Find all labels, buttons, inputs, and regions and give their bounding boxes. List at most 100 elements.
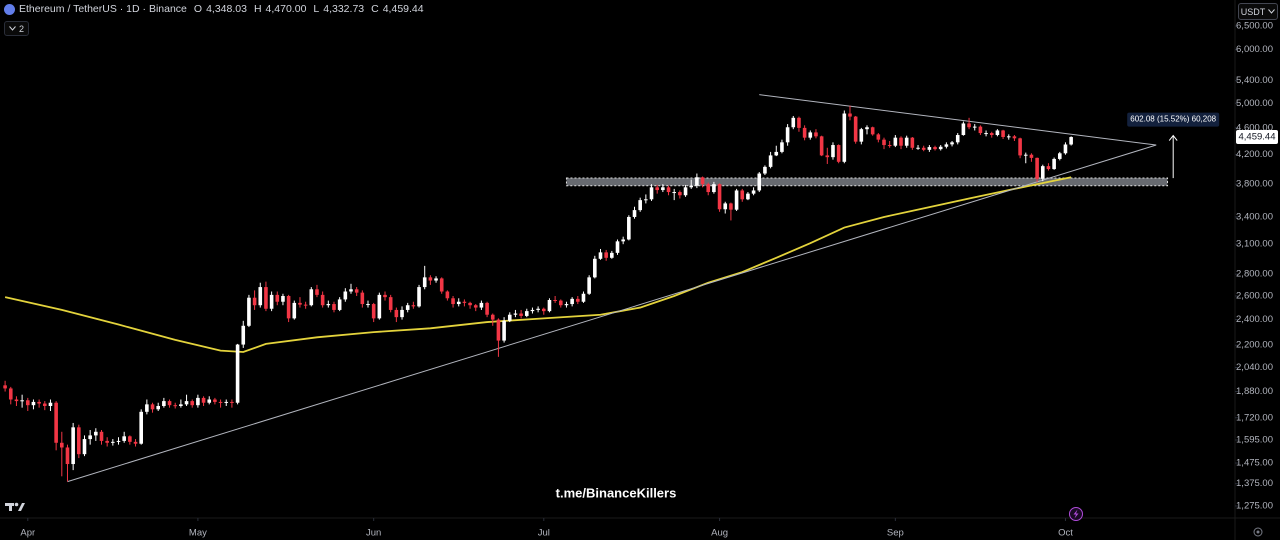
candle-body — [309, 289, 314, 306]
symbol-icon — [4, 3, 15, 15]
candle-body — [128, 436, 132, 442]
x-tick-label: Aug — [711, 528, 728, 539]
candle-body — [853, 116, 858, 142]
candle-body — [343, 291, 348, 300]
candle-body — [77, 427, 81, 455]
y-tick-label: 2,400.00 — [1236, 314, 1273, 325]
candle-body — [190, 401, 195, 406]
candle-body — [445, 291, 450, 299]
candle-body — [978, 126, 983, 134]
candle-body — [536, 308, 540, 310]
candle-body — [955, 135, 960, 143]
ohlc-value: 4,470.00 — [265, 3, 307, 15]
candle-body — [462, 301, 467, 303]
candle-body — [768, 155, 773, 167]
candle-body — [910, 137, 915, 148]
candle-body — [808, 132, 813, 138]
x-tick-label: Oct — [1058, 528, 1073, 539]
candle-body — [88, 435, 92, 440]
candle-body — [938, 146, 943, 150]
indicators-toggle[interactable]: 2 — [4, 21, 30, 36]
candle-body — [621, 239, 625, 242]
measure-label: 602.08 (15.52%) 60,208 — [1130, 115, 1216, 124]
candle-body — [1023, 154, 1028, 156]
candle-body — [791, 117, 796, 128]
candle-body — [479, 302, 484, 308]
candle-body — [921, 147, 926, 150]
candle-body — [377, 294, 382, 319]
last-price-label: 4,459.44 — [1239, 132, 1276, 143]
candle-body — [916, 147, 920, 149]
y-tick-label: 1,595.00 — [1236, 435, 1273, 446]
ohlc-key: H — [253, 3, 262, 15]
trendline — [67, 144, 1157, 483]
currency-button[interactable]: USDT — [1238, 3, 1278, 20]
settings-icon[interactable] — [1253, 527, 1263, 537]
candle-body — [530, 309, 535, 312]
symbol-name: Ethereum / TetherUS · 1D · Binance — [19, 3, 187, 15]
y-tick-label: 1,475.00 — [1236, 458, 1273, 469]
candle-body — [354, 289, 359, 293]
candle-body — [1069, 137, 1073, 145]
candle-body — [581, 293, 586, 302]
candle-body — [184, 401, 189, 405]
candle-body — [927, 147, 932, 150]
candle-body — [20, 400, 24, 402]
candle-body — [1035, 157, 1039, 179]
candle-body — [507, 314, 512, 321]
candle-body — [797, 117, 801, 128]
candle-body — [734, 190, 739, 210]
candle-body — [661, 187, 665, 191]
candle-body — [666, 187, 671, 193]
candle-body — [207, 399, 212, 403]
candle-body — [848, 113, 852, 117]
y-tick-label: 3,800.00 — [1236, 179, 1273, 190]
ohlc-value: 4,459.44 — [382, 3, 424, 15]
candle-body — [587, 277, 591, 294]
candle-body — [224, 401, 229, 403]
y-tick-label: 6,000.00 — [1236, 44, 1273, 55]
candle-body — [785, 127, 790, 143]
symbol-header: Ethereum / TetherUS · 1D · Binance O 4,34… — [4, 3, 424, 15]
candle-body — [899, 137, 903, 146]
candle-body — [814, 132, 818, 137]
candle-body — [519, 313, 523, 316]
candle-body — [230, 401, 234, 403]
candle-body — [71, 427, 75, 465]
candle-body — [502, 320, 506, 341]
candle-body — [252, 297, 257, 306]
y-tick-label: 1,375.00 — [1236, 478, 1273, 489]
y-tick-label: 4,600.00 — [1236, 122, 1273, 133]
candle-body — [984, 133, 988, 135]
candle-body — [332, 304, 336, 310]
x-tick-label: May — [189, 528, 207, 539]
candle-body — [757, 173, 762, 191]
candle-body — [717, 184, 722, 210]
candle-body — [162, 401, 166, 407]
candle-body — [366, 304, 370, 306]
lightning-icon[interactable] — [1069, 507, 1083, 521]
candle-body — [593, 258, 597, 278]
candle-body — [950, 142, 954, 145]
last-price-tag — [1236, 130, 1278, 145]
x-tick-label: Jun — [366, 528, 381, 539]
candle-body — [712, 184, 716, 193]
candle-body — [570, 298, 574, 305]
candle-body — [632, 210, 637, 217]
candle-body — [604, 252, 608, 258]
candle-body — [428, 277, 433, 281]
candle-body — [553, 300, 557, 302]
candle-body — [649, 187, 654, 200]
y-tick-label: 2,200.00 — [1236, 340, 1273, 351]
candle-body — [60, 442, 64, 448]
indicators-count: 2 — [19, 23, 25, 34]
y-tick-label: 2,040.00 — [1236, 362, 1273, 373]
currency-label: USDT — [1240, 6, 1266, 17]
candle-body — [780, 142, 784, 152]
candle-body — [1057, 153, 1062, 159]
candle-body — [882, 139, 886, 146]
y-tick-label: 2,800.00 — [1236, 269, 1273, 280]
candle-body — [1001, 130, 1005, 138]
candle-body — [746, 193, 750, 200]
